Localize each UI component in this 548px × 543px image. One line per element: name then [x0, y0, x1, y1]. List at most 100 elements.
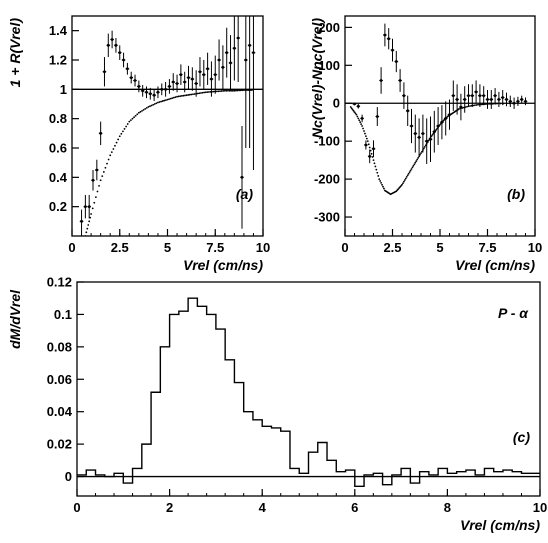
- data-point: [451, 94, 455, 98]
- curve-dot: [418, 155, 420, 158]
- curve-dot: [152, 103, 155, 106]
- data-point: [99, 131, 103, 135]
- data-point: [410, 124, 413, 128]
- curve-dot: [407, 172, 410, 175]
- curve-dot: [432, 132, 435, 135]
- y-tick-label: 0.06: [47, 372, 72, 387]
- curve-dot: [177, 95, 180, 98]
- curve-dot: [209, 91, 212, 93]
- curve-dot: [85, 231, 88, 234]
- curve-dot: [220, 90, 223, 92]
- curve-dot: [370, 152, 373, 155]
- data-point: [375, 115, 379, 118]
- x-tick-label: 7.5: [206, 240, 224, 255]
- curve-dot: [235, 89, 237, 92]
- curve-dot: [374, 165, 377, 168]
- data-point: [497, 98, 501, 101]
- data-point: [183, 80, 187, 84]
- curve-dot: [422, 147, 425, 150]
- data-point: [125, 67, 129, 71]
- curve-dot: [440, 122, 442, 125]
- curve-dot: [206, 91, 209, 94]
- curve-dot: [469, 105, 471, 107]
- curve-dot: [382, 185, 384, 188]
- curve-dot: [87, 224, 90, 226]
- curve-dot: [359, 121, 362, 124]
- curve-dot: [356, 115, 359, 118]
- curve-dot: [489, 102, 492, 105]
- data-point: [83, 205, 87, 209]
- curve-dot: [488, 103, 490, 105]
- curve-dot: [169, 97, 172, 100]
- data-point: [190, 77, 194, 81]
- curve-dot: [99, 179, 102, 182]
- y-tick-label: 0: [65, 469, 72, 484]
- curve-dot: [230, 89, 233, 92]
- curve-dot: [379, 180, 382, 182]
- curve-dot: [129, 119, 132, 122]
- curve-dot: [136, 113, 139, 116]
- curve-dot: [110, 151, 113, 154]
- y-tick-label: 0.4: [49, 170, 68, 185]
- curve-dot: [412, 164, 415, 167]
- data-point: [103, 70, 106, 74]
- curve-dot: [376, 171, 379, 174]
- curve-dot: [480, 103, 483, 106]
- curve-dot: [483, 103, 486, 106]
- curve-dot: [149, 105, 151, 108]
- x-tick-label: 5: [436, 240, 443, 255]
- curve-dot: [141, 109, 143, 112]
- curve-dot: [88, 220, 91, 223]
- curve-dot: [241, 89, 244, 92]
- curve-dot: [247, 89, 250, 91]
- curve-dot: [508, 102, 511, 105]
- curve-dot: [217, 90, 220, 93]
- curve-dot: [157, 101, 159, 104]
- curve-dot: [416, 158, 419, 161]
- curve-dot: [491, 102, 494, 105]
- curve-dot: [360, 123, 363, 126]
- data-point: [406, 109, 410, 113]
- curve-dot: [405, 175, 408, 178]
- curve-dot: [409, 169, 412, 172]
- curve-dot: [91, 207, 94, 210]
- curve-dot: [176, 95, 178, 98]
- curve-dot: [436, 127, 439, 130]
- curve-dot: [171, 97, 174, 100]
- data-point: [225, 51, 229, 55]
- curve-dot: [351, 108, 354, 111]
- data-point: [106, 43, 110, 47]
- curve-dot: [203, 91, 206, 94]
- data-point: [394, 60, 398, 63]
- curve-dot: [94, 196, 97, 199]
- curve-dot: [102, 171, 105, 173]
- data-point: [489, 98, 493, 101]
- curve-dot: [355, 113, 358, 116]
- curve-dot: [200, 92, 202, 94]
- data-point: [141, 89, 145, 93]
- data-point: [470, 94, 474, 98]
- curve-dot: [86, 227, 89, 230]
- panel-b: 0 2.5 5 7.5 10 -300 -200 -100 0 100 200 Vrel (cm/ns…: [309, 15, 542, 273]
- curve-dot: [423, 145, 426, 148]
- data-point: [137, 85, 141, 88]
- curve-dot: [419, 153, 421, 156]
- curve-dot: [187, 94, 190, 96]
- panel-c: 0 2 4 6 8 10 0 0.02 0.04 0.06 0.08 0.1 0.12 Vrel (cm/…: [7, 275, 547, 534]
- curve-dot: [349, 106, 352, 108]
- x-tick-label: 0: [341, 240, 348, 255]
- curve-dot: [431, 133, 434, 136]
- y-tick-label: 0.8: [49, 111, 67, 126]
- curve-dot: [89, 216, 92, 219]
- x-tick-label: 7.5: [478, 240, 496, 255]
- x-tick-label: 6: [351, 500, 358, 515]
- curve-dot: [160, 100, 163, 103]
- y-axis-label: 1 + R(Vrel): [7, 18, 23, 88]
- data-point: [463, 98, 467, 101]
- curve-dot: [123, 128, 126, 130]
- panel-label: (a): [236, 186, 253, 202]
- data-point: [455, 98, 459, 101]
- curve-dot: [193, 93, 196, 95]
- data-point: [95, 168, 99, 172]
- data-point: [229, 61, 232, 65]
